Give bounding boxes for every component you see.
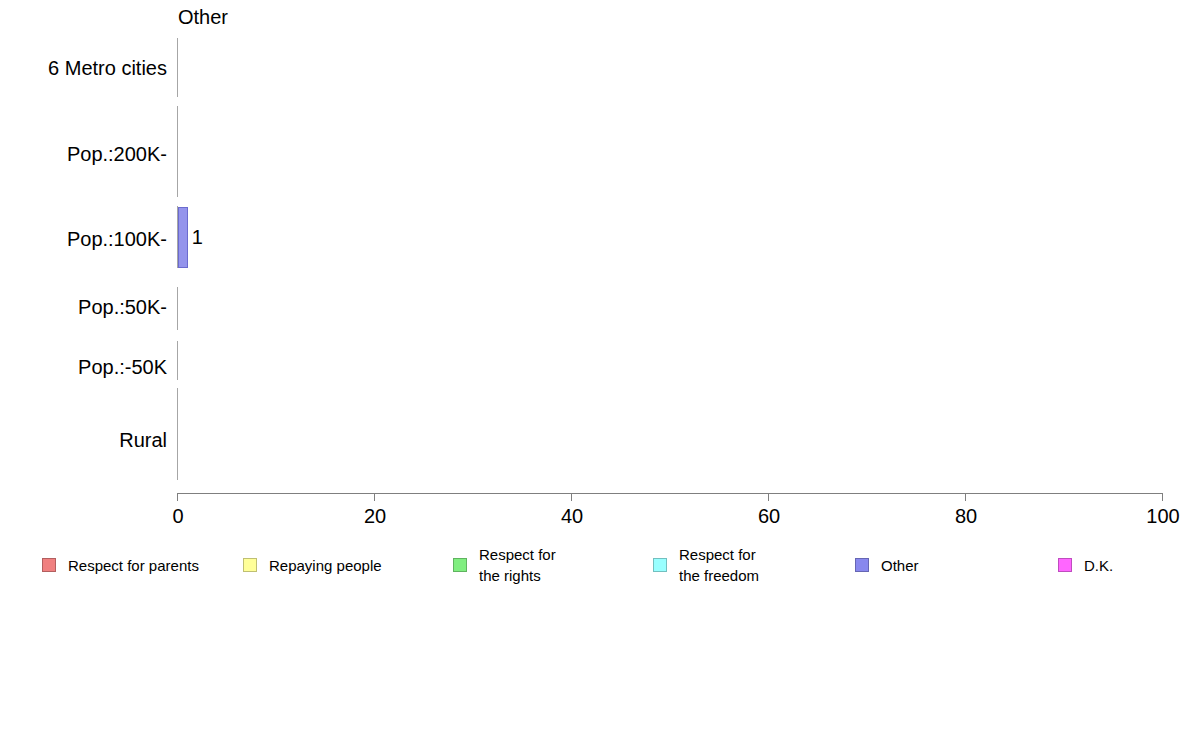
y-axis-label: Pop.:50K- [0, 293, 167, 321]
chart-title: Other [178, 5, 228, 29]
y-axis-segment [177, 106, 178, 197]
y-axis-segment [177, 38, 178, 97]
x-axis-tick [1162, 494, 1163, 501]
x-axis-tick-label: 0 [172, 503, 183, 529]
legend-item: Respect for parents [42, 543, 199, 587]
x-axis-tick [571, 494, 572, 501]
bar [178, 207, 188, 268]
legend-label: Repaying people [269, 555, 382, 576]
y-axis-label: Pop.:200K- [0, 140, 167, 168]
y-axis-label: 6 Metro cities [0, 54, 167, 82]
y-axis-segment [177, 388, 178, 480]
legend-swatch-icon [453, 558, 467, 572]
x-axis-tick-label: 100 [1146, 503, 1179, 529]
x-axis-tick-label: 60 [758, 503, 780, 529]
legend-item: Respect for the freedom [653, 543, 759, 587]
x-axis-tick [374, 494, 375, 501]
legend-item: Respect for the rights [453, 543, 556, 587]
legend-label: D.K. [1084, 555, 1113, 576]
legend-swatch-icon [243, 558, 257, 572]
x-axis-tick-label: 40 [561, 503, 583, 529]
legend-label: Respect for the freedom [679, 544, 759, 586]
bar-chart-panel: Other 6 Metro cities Pop.:200K- Pop.:100K-… [0, 0, 1188, 736]
legend-item: Other [855, 543, 919, 587]
legend-label: Respect for the rights [479, 544, 556, 586]
x-axis-tick [768, 494, 769, 501]
y-axis-label: Rural [0, 426, 167, 454]
x-axis-tick-label: 20 [364, 503, 386, 529]
y-axis-segment [177, 341, 178, 380]
x-axis-tick-label: 80 [955, 503, 977, 529]
legend-swatch-icon [855, 558, 869, 572]
legend-item: D.K. [1058, 543, 1113, 587]
legend-label: Other [881, 555, 919, 576]
x-axis-tick [965, 494, 966, 501]
legend-item: Repaying people [243, 543, 382, 587]
y-axis-label: Pop.:100K- [0, 225, 167, 253]
legend-label: Respect for parents [68, 555, 199, 576]
legend-swatch-icon [42, 558, 56, 572]
y-axis-label: Pop.:-50K [0, 353, 167, 381]
x-axis-line [177, 493, 1163, 494]
bar-value-label: 1 [192, 223, 203, 251]
x-axis-tick [177, 494, 178, 501]
y-axis-segment [177, 287, 178, 330]
legend-swatch-icon [653, 558, 667, 572]
legend-swatch-icon [1058, 558, 1072, 572]
